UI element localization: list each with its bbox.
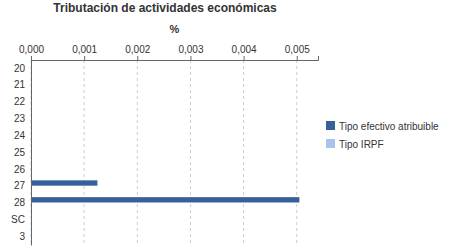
tick: 28 — [14, 197, 31, 208]
tick-label: 0,001 — [72, 44, 97, 55]
tick: 21 — [14, 79, 31, 90]
tick: 23 — [14, 113, 31, 124]
legend-label: Tipo IRPF — [339, 139, 384, 150]
tick-label: SC — [11, 214, 25, 225]
tick: 0,002 — [125, 44, 150, 60]
bars — [31, 180, 299, 202]
grid-line — [190, 60, 191, 245]
tick-mark — [31, 56, 32, 60]
tick-label: 28 — [14, 197, 26, 208]
tick-label: 27 — [14, 180, 26, 191]
chart: Tributación de actividades económicas% 0,… — [0, 0, 450, 250]
tick-label: 3 — [19, 231, 25, 242]
legend-item: Tipo IRPF — [326, 139, 384, 150]
tick: 20 — [14, 63, 31, 74]
grid-line — [137, 60, 138, 245]
tick-mark — [244, 56, 245, 60]
tick: 27 — [14, 180, 31, 191]
grid-line — [243, 60, 244, 245]
series — [31, 180, 299, 202]
legend-label: Tipo efectivo atribuible — [339, 121, 439, 132]
tick-label: 24 — [14, 130, 26, 141]
plot: 0,000 0,001 0,002 0,003 0,004 0,005 20 21 22 23 24… — [11, 44, 318, 246]
tick-label: 0,002 — [125, 44, 150, 55]
bar — [31, 197, 299, 202]
tick-label: 20 — [14, 63, 26, 74]
legend-swatch — [326, 139, 335, 148]
axis-title: % — [170, 23, 180, 35]
grid-line — [31, 60, 32, 245]
tick: 0,004 — [232, 44, 257, 60]
x-axis: 0,000 0,001 0,002 0,003 0,004 0,005 — [19, 44, 319, 61]
legend: Tipo efectivo atribuible Tipo IRPF — [326, 121, 439, 150]
tick-label: 26 — [14, 164, 26, 175]
tick-label: 0,003 — [178, 44, 203, 55]
grid — [31, 60, 297, 245]
y-axis: 20 21 22 23 24 25 26 27 28 SC 3 — [11, 61, 31, 246]
tick-label: 21 — [14, 79, 26, 90]
grid-line — [84, 60, 85, 245]
tick: 0,005 — [285, 44, 310, 60]
tick: 22 — [14, 96, 31, 107]
axis-line — [31, 61, 32, 246]
tick: 26 — [14, 164, 31, 175]
tick-label: 0,005 — [285, 44, 310, 55]
bar — [31, 180, 97, 185]
tick-label: 23 — [14, 113, 26, 124]
tick: SC — [11, 214, 31, 225]
axis-line — [32, 56, 319, 61]
tick: 25 — [14, 147, 31, 158]
grid-line — [296, 60, 297, 245]
tick-label: 0,004 — [232, 44, 257, 55]
tick: 3 — [19, 231, 31, 242]
tick-label: 22 — [14, 96, 26, 107]
tick-label: 25 — [14, 147, 26, 158]
tick-label: 0,000 — [19, 44, 44, 55]
tick-mark — [190, 56, 191, 60]
legend-item: Tipo efectivo atribuible — [326, 121, 439, 132]
tick-mark — [137, 56, 138, 60]
tick: 0,001 — [72, 44, 97, 60]
tick-mark — [84, 56, 85, 60]
legend-swatch — [326, 121, 335, 130]
tick-mark — [297, 56, 298, 60]
tick: 24 — [14, 130, 31, 141]
tick: 0,003 — [178, 44, 203, 60]
title: Tributación de actividades económicas — [53, 1, 277, 15]
tick: 0,000 — [19, 44, 44, 60]
